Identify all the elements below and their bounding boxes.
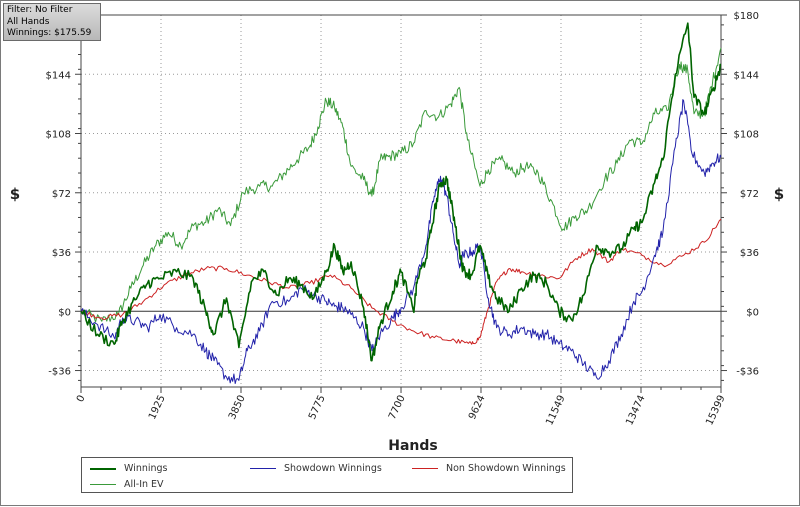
x-tick-label: 7700 [387, 394, 408, 422]
y-tick-label-left: $36 [52, 248, 71, 259]
chart-legend: Winnings Showdown Winnings Non Showdown … [81, 457, 573, 493]
legend-label-allin-ev: All-In EV [124, 479, 164, 490]
y-tick-label-right: $36 [740, 248, 759, 259]
y-tick-label-left: $144 [46, 70, 71, 81]
y-tick-label-right: $0 [746, 307, 759, 318]
x-tick-label: 0 [75, 394, 88, 404]
legend-item-showdown: Showdown Winnings [250, 463, 382, 474]
x-tick-label: 13474 [624, 394, 647, 427]
series-line-showdown-winnings [80, 99, 722, 384]
y-tick-label-right: $108 [734, 130, 759, 141]
legend-swatch-non-showdown [412, 468, 438, 469]
legend-swatch-showdown [250, 468, 276, 469]
y-tick-label-right: $72 [740, 189, 759, 200]
x-tick-label: 15399 [704, 394, 727, 427]
legend-swatch-allin-ev [90, 484, 116, 485]
legend-item-allin-ev: All-In EV [90, 479, 164, 490]
y-tick-label-right: $144 [734, 70, 759, 81]
y-axis-title-left: $ [10, 185, 20, 203]
x-tick-label: 11549 [544, 394, 567, 427]
legend-label-showdown: Showdown Winnings [284, 463, 382, 474]
series-line-winnings [80, 22, 722, 362]
legend-label-non-showdown: Non Showdown Winnings [446, 463, 566, 474]
filter-text: Filter: No Filter [7, 5, 73, 15]
winnings-text: Winnings: $175.59 [7, 28, 92, 38]
y-tick-label-right: $180 [734, 11, 759, 22]
y-tick-label-left: $108 [46, 130, 71, 141]
y-tick-label-left: $72 [52, 189, 71, 200]
y-tick-label-right: -$36 [736, 367, 759, 378]
y-tick-label-left: $0 [58, 307, 71, 318]
legend-swatch-winnings [90, 467, 116, 470]
y-axis-title-right: $ [774, 185, 784, 203]
x-tick-label: 5775 [307, 394, 328, 422]
series-line-non-showdown-winnings [80, 218, 722, 345]
x-tick-label: 3850 [227, 394, 248, 422]
x-axis-title: Hands [388, 438, 438, 454]
y-tick-label-left: -$36 [48, 367, 71, 378]
legend-item-non-showdown: Non Showdown Winnings [412, 463, 566, 474]
legend-label-winnings: Winnings [124, 463, 168, 474]
hands-text: All Hands [7, 16, 50, 27]
legend-item-winnings: Winnings [90, 463, 168, 474]
x-tick-label: 1925 [147, 394, 168, 422]
filter-info-box: Filter: No Filter All Hands Winnings: $1… [3, 3, 101, 41]
x-tick-label: 9624 [467, 394, 488, 422]
series-line-all-in-ev [80, 47, 722, 323]
